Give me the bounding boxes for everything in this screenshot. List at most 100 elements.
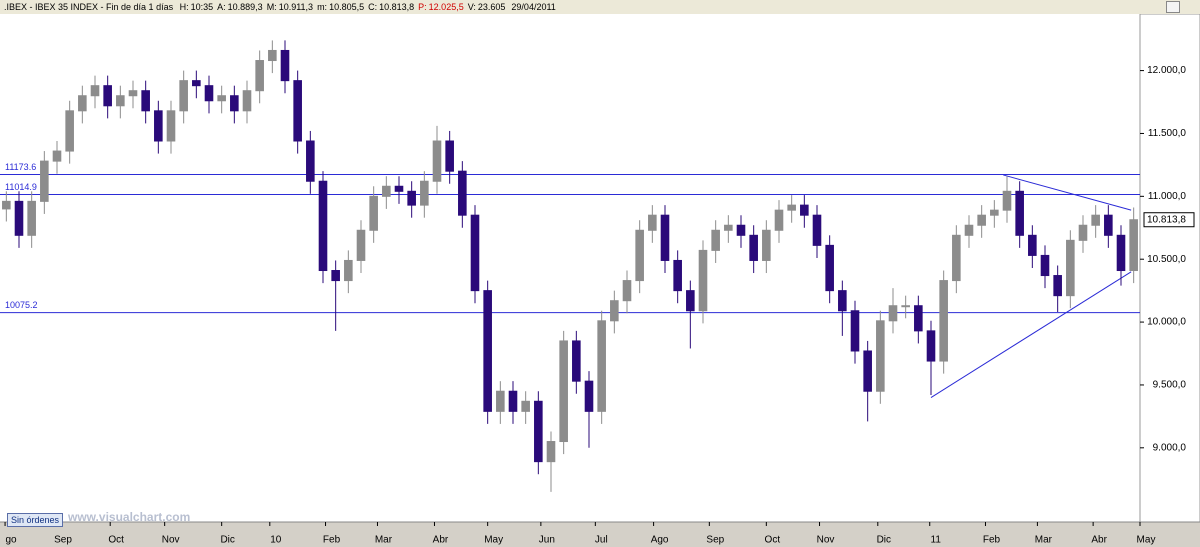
x-tick-label: Mar — [375, 535, 393, 546]
field-label: A: — [217, 2, 226, 12]
x-tick-label: Sep — [54, 535, 72, 546]
level-label: 11173.6 — [5, 162, 36, 172]
candle-body — [546, 441, 556, 463]
x-tick-label: Ago — [651, 535, 669, 546]
candle-body — [230, 95, 239, 112]
candle-body — [686, 290, 695, 312]
candle-body — [40, 160, 49, 202]
field-value: 10.889,3 — [227, 2, 263, 12]
x-tick-label: Feb — [983, 535, 1001, 546]
candle-body — [990, 209, 999, 216]
x-tick-label: May — [484, 535, 503, 546]
x-tick-label: 11 — [931, 535, 942, 546]
candle-body — [217, 95, 226, 102]
candle-body — [52, 150, 62, 162]
x-tick-label: Jun — [539, 535, 555, 546]
candle-body — [1129, 219, 1138, 272]
field-value: 23.605 — [477, 2, 506, 12]
field-label: C: — [368, 2, 378, 12]
candle-body — [242, 90, 252, 112]
candle-body — [762, 229, 771, 261]
candle-body — [648, 214, 657, 231]
candle-body — [711, 229, 720, 251]
candle-body — [926, 330, 936, 362]
trend-line — [1003, 174, 1132, 211]
candle-body — [293, 80, 302, 142]
candle-body — [268, 49, 277, 62]
plot-area — [0, 14, 1140, 522]
field-value: 10.805,5 — [329, 2, 365, 12]
candle-body — [622, 280, 632, 302]
x-tick-label: Dic — [877, 535, 891, 546]
x-tick-label: Oct — [108, 535, 124, 546]
field-label: P: — [418, 2, 427, 12]
header-field: m: 10.805,5 — [317, 2, 364, 12]
y-tick-label: 12.000,0 — [1147, 65, 1186, 76]
candle-body — [584, 380, 594, 412]
field-label: H: — [179, 2, 189, 12]
candle-body — [255, 60, 264, 92]
candle-body — [154, 110, 163, 142]
header-field: M: 10.911,3 — [267, 2, 313, 12]
candle-body — [825, 244, 834, 292]
candle-body — [863, 350, 872, 392]
field-value: 10.813,8 — [379, 2, 415, 12]
header-field: P: 12.025,5 — [418, 2, 464, 12]
candle-body — [432, 140, 442, 182]
field-value: 12.025,5 — [428, 2, 464, 12]
candle-body — [420, 180, 429, 206]
candle-body — [534, 400, 543, 463]
candle-body — [850, 310, 860, 352]
candle-body — [458, 170, 467, 216]
y-tick-label: 9.000,0 — [1153, 442, 1187, 453]
candle-body — [78, 95, 87, 112]
x-tick-label: Nov — [162, 535, 180, 546]
candle-body — [496, 390, 505, 412]
window-button[interactable] — [1166, 1, 1180, 13]
header-title: .IBEX - IBEX 35 INDEX - Fin de día 1 día… — [4, 2, 174, 12]
candle-body — [1078, 224, 1088, 241]
x-tick-label: 10 — [270, 535, 282, 546]
candle-body — [572, 340, 581, 382]
candle-body — [331, 270, 340, 282]
candle-body — [103, 85, 112, 107]
candle-body — [2, 200, 11, 210]
field-value: 10:35 — [190, 2, 214, 12]
candle-body — [508, 390, 518, 412]
candle-body — [483, 290, 492, 412]
orders-button[interactable]: Sin órdenes — [7, 513, 64, 527]
x-tick-label: go — [6, 535, 18, 546]
x-tick-label: May — [1137, 535, 1156, 546]
candle-body — [749, 234, 758, 261]
candle-body — [610, 300, 619, 322]
candle-body — [356, 229, 366, 261]
candle-body — [876, 320, 885, 392]
candle-body — [660, 214, 670, 261]
candle-body — [635, 229, 644, 282]
candle-body — [90, 85, 100, 97]
candle-body — [901, 305, 910, 308]
candle-body — [914, 305, 923, 332]
y-tick-label: 10.500,0 — [1147, 254, 1186, 265]
y-axis-area — [1139, 13, 1200, 523]
candle-body — [521, 400, 530, 412]
candle-body — [888, 305, 898, 322]
candle-body — [787, 204, 796, 211]
candle-body — [1002, 190, 1012, 211]
candle-body — [838, 290, 847, 312]
candle-body — [673, 259, 682, 292]
last-price-label: 10.813,8 — [1147, 214, 1186, 225]
candle-body — [394, 185, 404, 192]
candle-body — [344, 259, 353, 282]
candle-body — [939, 280, 948, 362]
x-tick-label: Nov — [817, 535, 835, 546]
field-label: m: — [317, 2, 328, 12]
candle-body — [306, 140, 315, 182]
header: .IBEX - IBEX 35 INDEX - Fin de día 1 día… — [0, 0, 1200, 14]
x-tick-label: Sep — [706, 535, 724, 546]
trend-line — [930, 271, 1132, 398]
candle-body — [736, 224, 746, 236]
field-label: M: — [266, 2, 277, 12]
candle-body — [1091, 214, 1100, 226]
